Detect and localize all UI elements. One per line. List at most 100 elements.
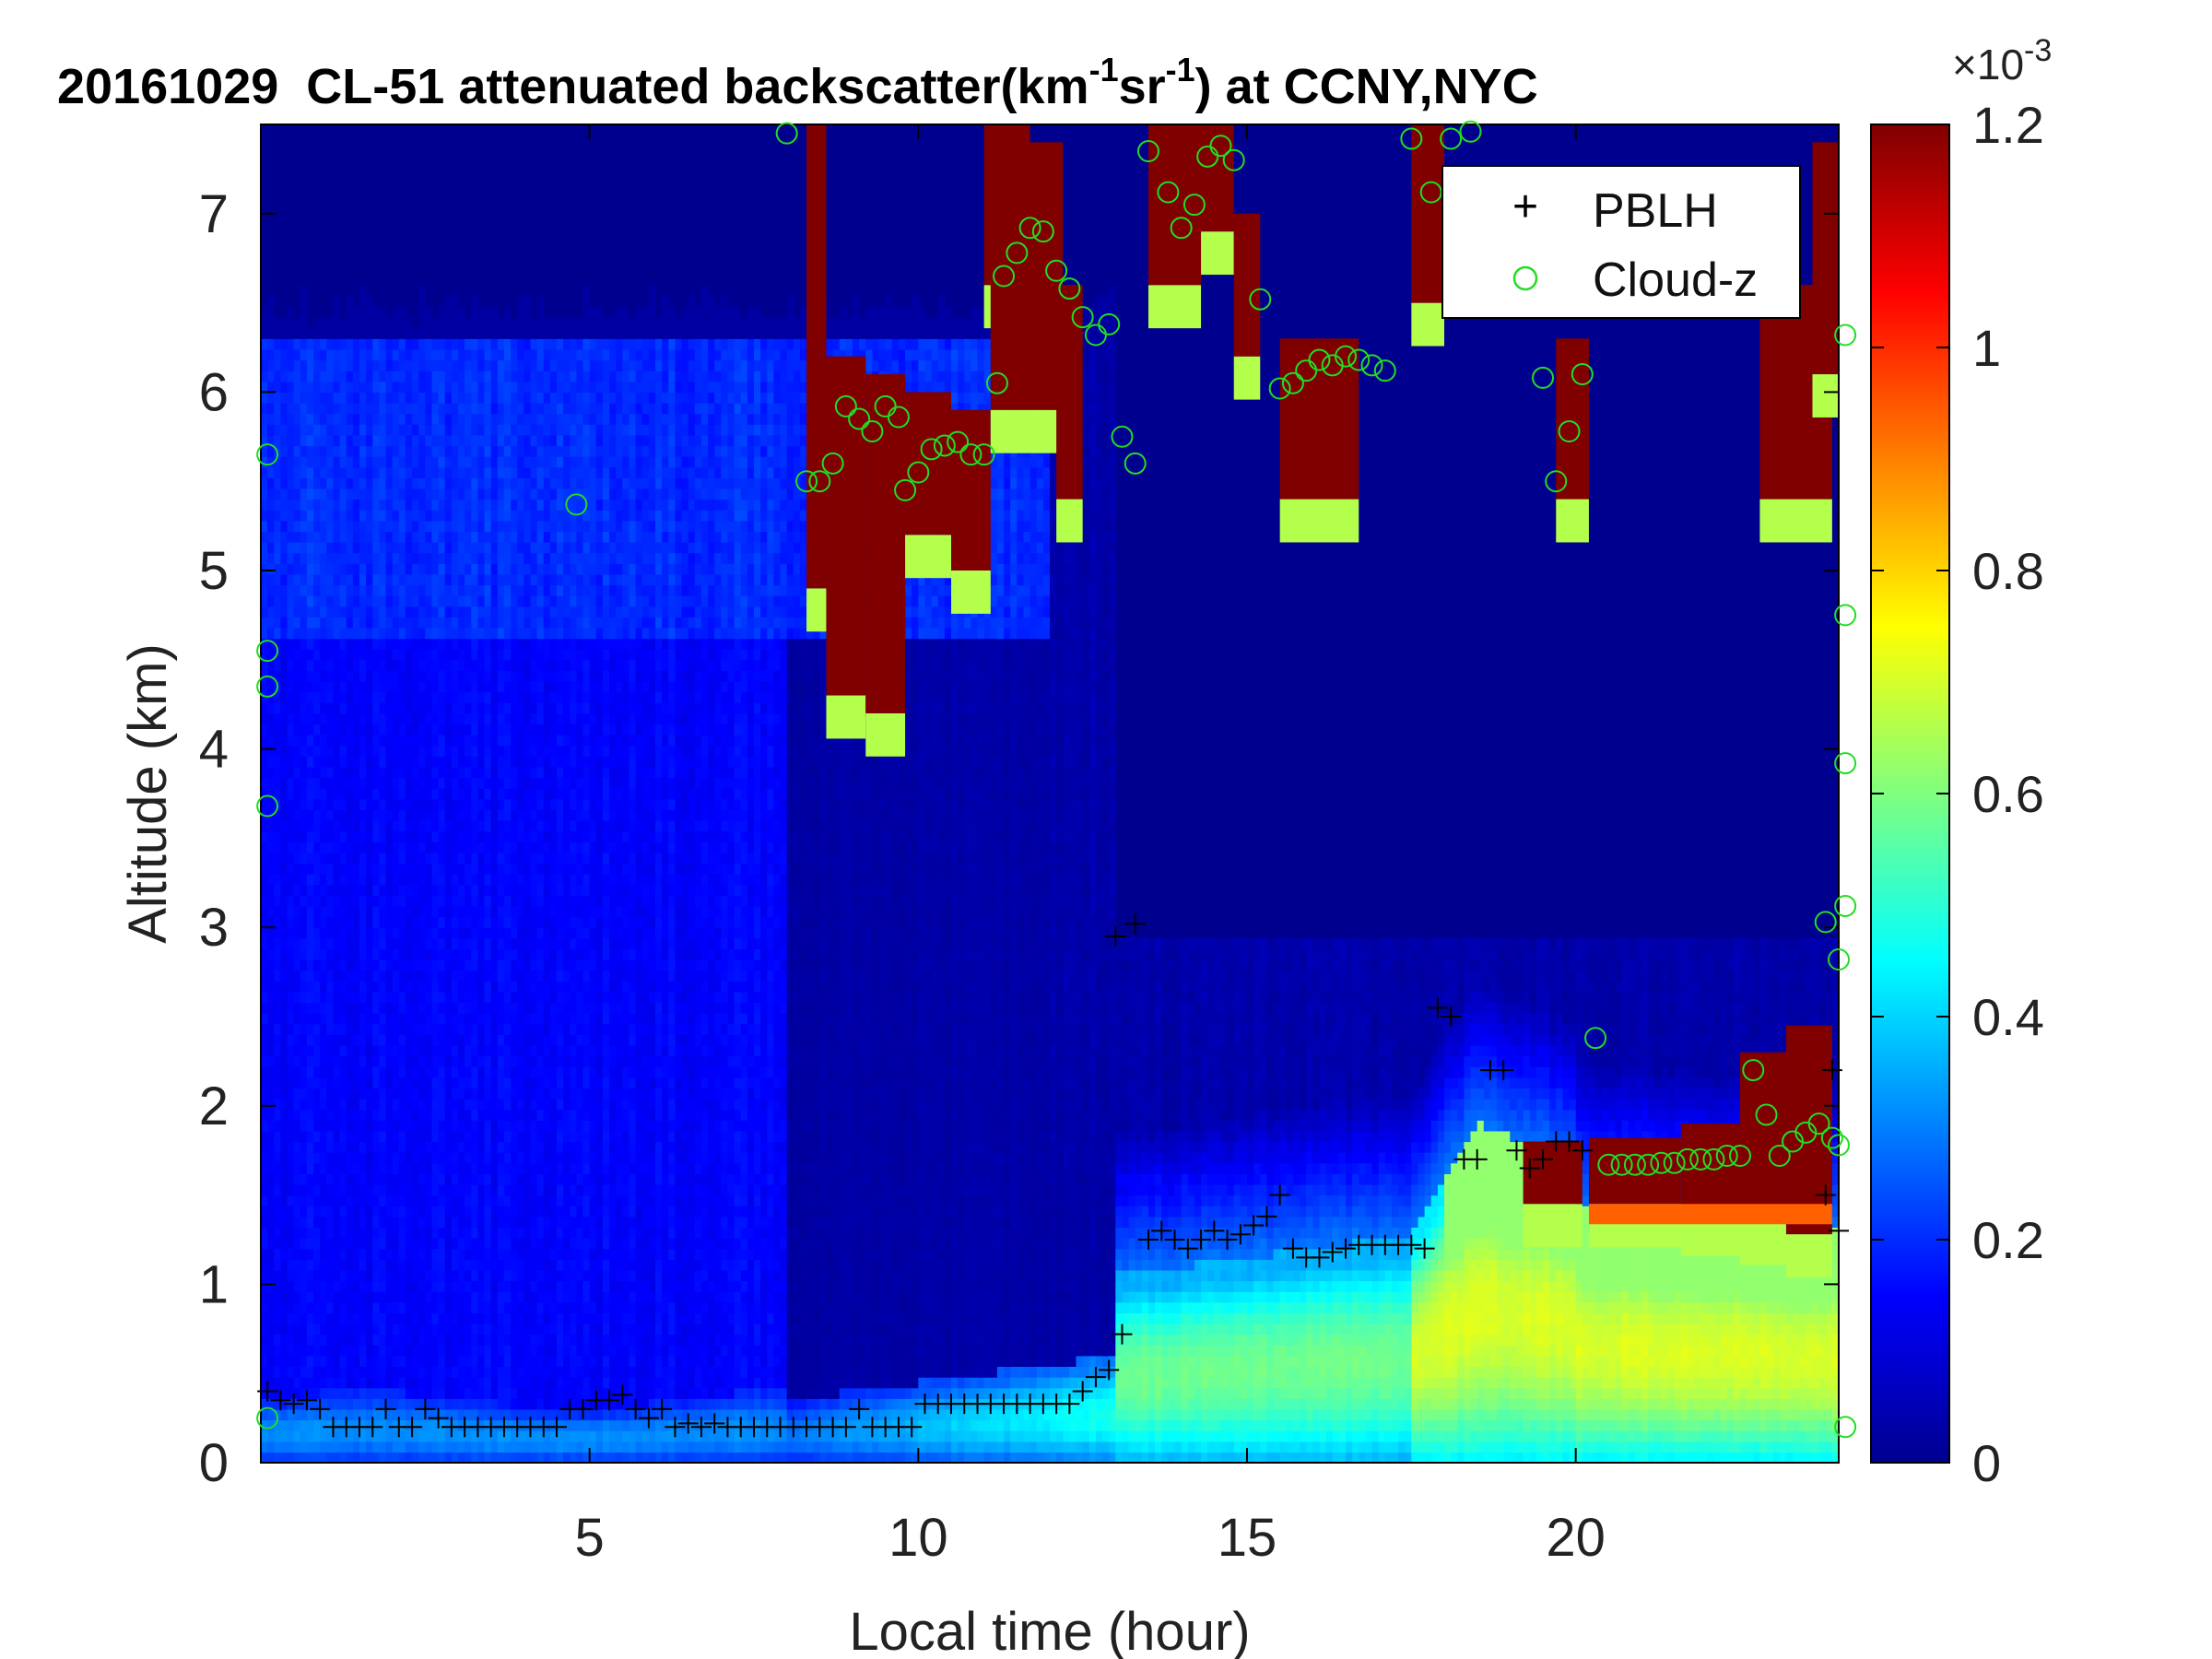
heatmap-cell xyxy=(300,1248,308,1260)
heatmap-cell xyxy=(471,424,478,436)
heatmap-cell xyxy=(511,445,518,457)
heatmap-cell xyxy=(379,584,387,596)
heatmap-cell xyxy=(451,659,459,671)
heatmap-cell xyxy=(293,1452,301,1463)
heatmap-cell xyxy=(438,820,446,832)
heatmap-cell xyxy=(339,317,347,329)
heatmap-cell xyxy=(372,327,380,339)
heatmap-cell xyxy=(392,659,400,671)
heatmap-cell xyxy=(431,542,440,554)
heatmap-cell xyxy=(438,702,446,714)
heatmap-cell xyxy=(425,1109,432,1121)
heatmap-cell xyxy=(293,1324,301,1335)
heatmap-cell xyxy=(339,1398,347,1410)
heatmap-cell xyxy=(465,863,472,875)
heatmap-cell xyxy=(346,1312,354,1324)
heatmap-cell xyxy=(484,1184,492,1196)
heatmap-cell xyxy=(339,1045,347,1057)
heatmap-cell xyxy=(438,1238,446,1250)
heatmap-cell xyxy=(339,1194,347,1206)
heatmap-cell xyxy=(530,552,538,564)
heatmap-cell xyxy=(359,1377,367,1389)
heatmap-cell xyxy=(536,1377,545,1389)
heatmap-cell xyxy=(536,1301,545,1313)
heatmap-cell xyxy=(438,1077,446,1088)
heatmap-cell xyxy=(490,1227,499,1239)
heatmap-cell xyxy=(267,991,275,1004)
heatmap-cell xyxy=(339,1355,347,1367)
heatmap-cell xyxy=(306,1013,314,1025)
heatmap-cell xyxy=(287,606,295,618)
heatmap-cell xyxy=(320,466,327,478)
heatmap-cell xyxy=(536,1194,545,1206)
heatmap-cell xyxy=(458,809,465,821)
heatmap-cell xyxy=(477,841,486,853)
heatmap-cell xyxy=(320,691,327,703)
heatmap-cell xyxy=(490,1345,499,1357)
heatmap-cell xyxy=(549,628,558,640)
heatmap-cell xyxy=(339,531,347,543)
heatmap-cell xyxy=(379,1387,387,1399)
heatmap-cell xyxy=(511,317,518,329)
heatmap-cell xyxy=(412,1173,419,1185)
heatmap-cell xyxy=(306,466,314,478)
heatmap-cell xyxy=(543,1162,551,1174)
heatmap-cell xyxy=(412,767,419,779)
heatmap-cell xyxy=(458,712,465,725)
heatmap-cell xyxy=(536,1216,545,1228)
heatmap-cell xyxy=(352,809,360,821)
heatmap-cell xyxy=(490,1216,499,1228)
heatmap-cell xyxy=(392,1334,400,1346)
heatmap-cell xyxy=(557,809,564,821)
heatmap-cell xyxy=(497,520,505,532)
heatmap-cell xyxy=(503,359,512,371)
heatmap-cell xyxy=(438,788,446,800)
heatmap-cell xyxy=(306,649,314,661)
heatmap-cell xyxy=(503,884,512,896)
heatmap-cell xyxy=(267,638,275,650)
heatmap-cell xyxy=(293,638,301,650)
heatmap-cell xyxy=(392,520,400,532)
heatmap-cell xyxy=(385,820,394,832)
heatmap-cell xyxy=(497,691,505,703)
heatmap-cell xyxy=(536,1077,545,1088)
heatmap-cell xyxy=(431,1194,440,1206)
heatmap-cell xyxy=(484,767,492,779)
heatmap-cell xyxy=(517,338,524,350)
heatmap-cell xyxy=(517,1227,524,1239)
heatmap-cell xyxy=(497,916,505,928)
heatmap-cell xyxy=(398,573,406,586)
heatmap-cell xyxy=(280,852,288,865)
heatmap-cell xyxy=(549,1301,558,1313)
heatmap-cell xyxy=(287,841,295,853)
heatmap-cell xyxy=(280,820,288,832)
heatmap-cell xyxy=(503,1099,512,1111)
heatmap-cell xyxy=(543,1280,551,1292)
heatmap-cell xyxy=(352,381,360,393)
heatmap-cell xyxy=(320,1216,327,1228)
heatmap-cell xyxy=(385,777,394,789)
heatmap-cell xyxy=(524,959,531,971)
heatmap-cell xyxy=(465,1152,472,1164)
heatmap-cell xyxy=(352,841,360,853)
heatmap-cell xyxy=(339,670,347,682)
heatmap-cell xyxy=(458,1334,465,1346)
heatmap-cell xyxy=(511,1088,518,1100)
heatmap-cell xyxy=(503,863,512,875)
heatmap-cell xyxy=(287,1377,295,1389)
heatmap-cell xyxy=(359,1430,367,1442)
heatmap-cell xyxy=(320,499,327,511)
heatmap-cell xyxy=(451,348,459,361)
heatmap-cell xyxy=(425,735,432,747)
heatmap-cell xyxy=(280,712,288,725)
heatmap-cell xyxy=(392,788,400,800)
heatmap-cell xyxy=(557,510,564,522)
heatmap-cell xyxy=(549,381,558,393)
heatmap-cell xyxy=(511,724,518,735)
heatmap-cell xyxy=(503,413,512,425)
heatmap-cell xyxy=(379,381,387,393)
heatmap-cell xyxy=(339,852,347,865)
heatmap-cell xyxy=(418,1355,426,1367)
heatmap-cell xyxy=(543,777,551,789)
heatmap-cell xyxy=(438,584,446,596)
